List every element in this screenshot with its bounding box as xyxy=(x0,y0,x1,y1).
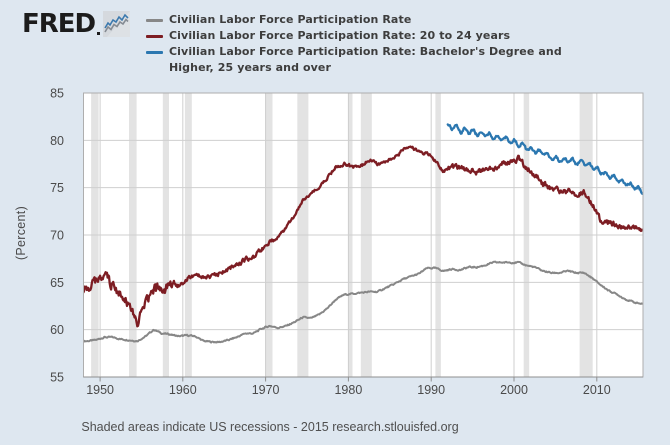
y-tick-label: 70 xyxy=(50,229,64,243)
y-tick-label: 65 xyxy=(50,276,64,290)
x-tick-label: 1980 xyxy=(334,383,362,397)
x-tick-label: 1950 xyxy=(86,383,114,397)
chart-legend: Civilian Labor Force Participation Rate C… xyxy=(146,12,661,76)
fred-logo: FRED xyxy=(22,9,131,39)
registered-mark-icon xyxy=(97,32,101,35)
y-tick-label: 85 xyxy=(50,87,64,101)
legend-label: Civilian Labor Force Participation Rate:… xyxy=(169,29,511,42)
y-tick-label: 80 xyxy=(50,134,64,148)
series-line-total xyxy=(83,260,643,344)
y-tick-label: 55 xyxy=(50,371,64,385)
y-tick-label: 60 xyxy=(50,323,64,337)
legend-line-swatch xyxy=(146,35,163,38)
legend-line-swatch xyxy=(146,51,163,54)
fred-logo-text: FRED xyxy=(22,9,96,39)
x-tick-label: 2000 xyxy=(500,383,528,397)
y-axis-title: (Percent) xyxy=(14,205,28,261)
legend-item: Civilian Labor Force Participation Rate:… xyxy=(146,28,661,44)
y-tick-label: 75 xyxy=(50,181,64,195)
footer-note: Shaded areas indicate US recessions - 20… xyxy=(81,420,459,434)
series-line-20-24-years xyxy=(83,145,643,328)
legend-item: Civilian Labor Force Participation Rate xyxy=(146,12,661,28)
legend-item: Civilian Labor Force Participation Rate:… xyxy=(146,44,661,76)
x-tick-label: 1970 xyxy=(252,383,280,397)
series-line-bachelors-25-over xyxy=(446,123,643,196)
legend-label: Civilian Labor Force Participation Rate xyxy=(169,13,412,26)
line-chart-icon xyxy=(103,11,131,37)
legend-line-swatch xyxy=(146,19,163,22)
x-tick-label: 1990 xyxy=(417,383,445,397)
x-tick-label: 1960 xyxy=(169,383,197,397)
legend-label: Civilian Labor Force Participation Rate:… xyxy=(169,45,562,74)
series-lines xyxy=(83,123,643,344)
x-tick-label: 2010 xyxy=(583,383,611,397)
